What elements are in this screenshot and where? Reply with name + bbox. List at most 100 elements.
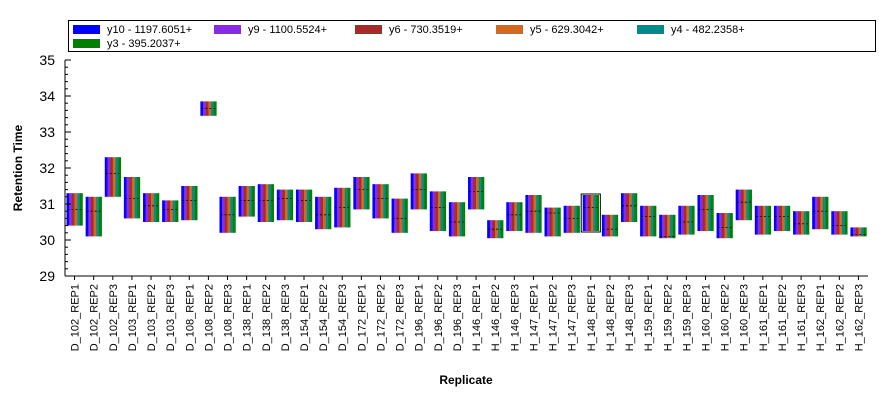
- bar-stripe: [315, 196, 317, 230]
- bar-stripe: [840, 211, 843, 235]
- x-tick-label: D_172_REP2: [375, 284, 387, 351]
- bar-stripe: [148, 193, 150, 222]
- bar-stripe: [436, 191, 439, 231]
- bar-stripe: [536, 195, 538, 233]
- bar-stripe: [271, 184, 273, 222]
- x-tick-label: H_148_REP1: [586, 284, 598, 351]
- bar-stripe: [404, 198, 407, 233]
- bar-stripe: [360, 177, 362, 210]
- replicate-bar: [219, 196, 236, 233]
- bar-stripe: [167, 200, 170, 222]
- bar-stripe: [673, 214, 676, 239]
- bar-stripe: [593, 195, 595, 231]
- bar-stripe: [418, 173, 421, 210]
- x-tick-label: H_161_REP1: [758, 284, 770, 351]
- replicate-bar: [448, 202, 466, 237]
- legend-label: y5 - 629.3042+: [530, 24, 604, 36]
- bar-stripe: [799, 211, 802, 235]
- x-axis-title: Replicate: [439, 373, 493, 387]
- bar-stripe: [528, 195, 530, 233]
- bar-stripe: [538, 195, 541, 233]
- bar-stripe: [384, 184, 387, 219]
- bar-stripe: [243, 186, 246, 217]
- x-tick-label: H_160_REP3: [739, 284, 751, 351]
- bar-stripe: [276, 189, 279, 221]
- bar-stripe: [779, 205, 781, 231]
- bar-stripe: [780, 205, 783, 231]
- bar-stripe: [552, 207, 555, 237]
- replicate-bar: [104, 157, 122, 197]
- bar-stripe: [302, 189, 305, 222]
- replicate-bar: [850, 227, 867, 237]
- bar-stripe: [501, 220, 504, 239]
- bar-stripe: [162, 200, 164, 222]
- bar-stripe: [855, 227, 858, 237]
- bar-stripe: [717, 213, 720, 239]
- bar-stripe: [279, 189, 282, 221]
- bar-stripe: [473, 177, 475, 210]
- bar-stripe: [650, 205, 653, 237]
- replicate-bar: [506, 202, 523, 231]
- x-tick-label: D_102_REP2: [89, 284, 101, 351]
- bar-stripe: [812, 196, 814, 230]
- x-tick-label: D_154_REP1: [299, 284, 311, 351]
- bar-stripe: [208, 101, 210, 116]
- bar-stripe: [728, 213, 731, 239]
- bar-stripe: [166, 200, 168, 222]
- bar-stripe: [510, 202, 512, 231]
- bar-stripe: [454, 202, 456, 237]
- bar-stripe: [476, 177, 478, 210]
- bar-stripe: [247, 186, 250, 217]
- bar-stripe: [582, 195, 585, 231]
- bar-stripe: [687, 205, 690, 235]
- y-tick-label: 31: [39, 196, 55, 212]
- bar-stripe: [325, 196, 328, 230]
- bar-stripe: [577, 205, 579, 233]
- bar-stripe: [850, 227, 852, 237]
- bar-stripe: [652, 205, 654, 237]
- bar-stripe: [110, 157, 112, 197]
- bar-stripe: [287, 189, 290, 221]
- data-bars: [66, 101, 867, 239]
- replicate-bar: [487, 220, 504, 239]
- bar-stripe: [127, 177, 130, 219]
- x-tick-label: H_160_REP2: [720, 284, 732, 351]
- bar-stripe: [590, 195, 593, 231]
- replicate-bar: [257, 184, 274, 222]
- bar-stripe: [493, 220, 496, 239]
- bar-stripe: [395, 198, 398, 233]
- bar-stripe: [185, 186, 187, 221]
- bar-stripe: [422, 173, 425, 210]
- bar-stripe: [525, 195, 527, 233]
- bar-stripe: [547, 207, 549, 237]
- replicate-bar: [773, 205, 791, 231]
- bar-stripe: [187, 186, 190, 221]
- bar-stripe: [620, 193, 623, 222]
- bar-stripe: [532, 195, 534, 233]
- bar-stripe: [282, 189, 284, 221]
- replicate-bar: [295, 189, 313, 222]
- replicate-bar: [754, 205, 772, 235]
- bar-stripe: [227, 196, 230, 233]
- bar-stripe: [433, 191, 436, 231]
- y-tick-label: 30: [39, 232, 55, 248]
- bar-stripe: [623, 193, 626, 222]
- bar-stripe: [682, 205, 684, 235]
- bar-stripe: [334, 187, 336, 228]
- replicate-bar: [735, 189, 752, 221]
- replicate-bar: [123, 177, 141, 219]
- bar-stripe: [839, 211, 841, 235]
- x-tick-label: D_138_REP3: [280, 284, 292, 351]
- bar-stripe: [182, 186, 185, 221]
- bar-stripe: [91, 196, 93, 237]
- bar-stripe: [305, 189, 307, 222]
- bar-stripe: [272, 184, 274, 222]
- bar-stripe: [570, 205, 572, 233]
- x-tick-label: H_162_REP2: [834, 284, 846, 351]
- bar-stripe: [533, 195, 535, 233]
- bar-stripe: [653, 205, 656, 237]
- bar-stripe: [761, 205, 764, 235]
- bar-stripe: [472, 177, 474, 210]
- bar-stripe: [193, 186, 195, 221]
